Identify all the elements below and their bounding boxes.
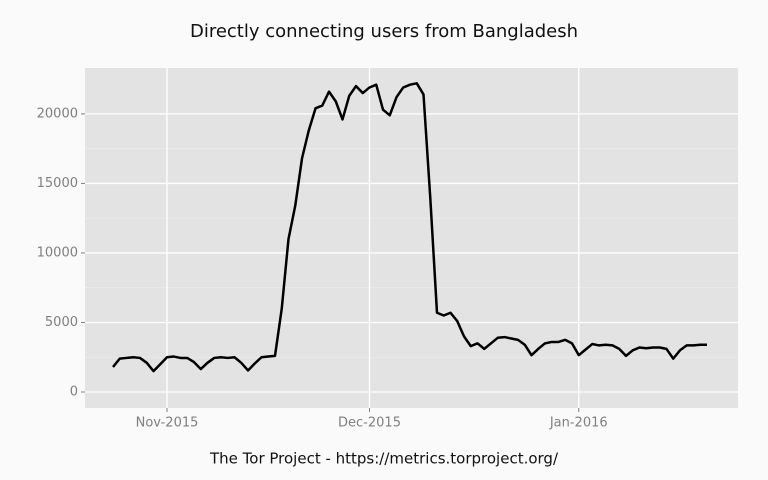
plot-panel xyxy=(85,68,738,408)
chart-title: Directly connecting users from Banglades… xyxy=(190,21,578,42)
y-tick-label: 15000 xyxy=(37,176,78,191)
x-tick-label: Jan-2016 xyxy=(549,416,608,431)
y-tick-label: 20000 xyxy=(37,106,78,121)
x-tick-label: Dec-2015 xyxy=(338,416,401,431)
x-tick-label: Nov-2015 xyxy=(136,416,199,431)
caption: The Tor Project - https://metrics.torpro… xyxy=(209,450,559,468)
y-tick-label: 5000 xyxy=(45,315,78,330)
y-tick-label: 10000 xyxy=(37,245,78,260)
data-line xyxy=(112,82,707,373)
y-tick-label: 0 xyxy=(70,385,78,400)
